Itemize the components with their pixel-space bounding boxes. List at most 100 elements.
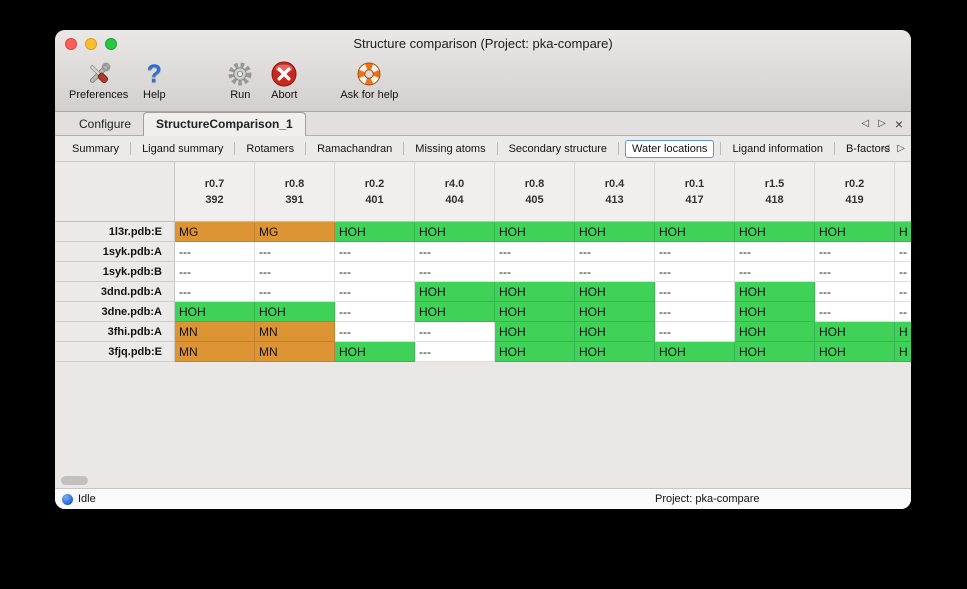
subtab-missing-atoms[interactable]: Missing atoms [415, 142, 486, 155]
column-header-line1: r0.2 [364, 177, 385, 190]
toolbar-button-help[interactable]: ? Help [134, 59, 174, 101]
question-icon: ? [146, 60, 162, 88]
cell: HOH [415, 222, 495, 242]
app-window: Structure comparison (Project: pka-compa… [55, 30, 911, 509]
subtab-ligand-information[interactable]: Ligand information [732, 142, 823, 155]
subtab-summary[interactable]: Summary [72, 142, 120, 155]
cell: --- [335, 322, 415, 342]
subtab-ligand-summary[interactable]: Ligand summary [142, 142, 224, 155]
column-header-line1: r4.0 [444, 177, 465, 190]
subtab-prev-icon[interactable]: ◁ [881, 143, 890, 154]
subtab-bar: Summary Ligand summary Rotamers Ramachandra… [55, 136, 911, 162]
cell: HOH [735, 222, 815, 242]
window-zoom-button[interactable] [105, 38, 117, 50]
toolbar-button-run[interactable]: Run [220, 59, 260, 101]
cell: HOH [415, 302, 495, 322]
cell: HOH [735, 322, 815, 342]
toolbar-button-abort[interactable]: Abort [264, 59, 304, 101]
cell: HOH [495, 282, 575, 302]
column-header-line2: 401 [365, 193, 384, 206]
toolbar-button-label: Help [143, 89, 166, 101]
column-header-line2: 413 [605, 193, 624, 206]
subtab-divider [833, 142, 835, 155]
table-row: 3dne.pdb:A HOH HOH --- HOH HOH HOH --- HOH --- -- [55, 302, 911, 322]
window-minimize-button[interactable] [85, 38, 97, 50]
toolbar-button-label: Abort [271, 89, 298, 101]
cell: HOH [495, 322, 575, 342]
table-row: 3fjq.pdb:E MN MN HOH --- HOH HOH HOH HOH HOH H [55, 342, 911, 362]
column-header: r0.2 401 [335, 162, 415, 222]
subtab-rotamers[interactable]: Rotamers [246, 142, 295, 155]
toolbar-button-label: Preferences [69, 89, 129, 101]
table-row: 3dnd.pdb:A --- --- --- HOH HOH HOH --- HOH --- -- [55, 282, 911, 302]
subtab-controls: ◁ ▷ [882, 136, 905, 161]
cell: --- [175, 282, 255, 302]
cell: HOH [575, 342, 655, 362]
column-header: r1.5 418 [735, 162, 815, 222]
cell: HOH [575, 302, 655, 322]
tab-prev-icon[interactable]: ◁ [861, 118, 870, 129]
table-body: 1l3r.pdb:E MG MG HOH HOH HOH HOH HOH HOH HOH H 1syk… [55, 222, 911, 362]
column-header-line1: r0.1 [684, 177, 705, 190]
subtab-water-locations[interactable]: Water locations [625, 139, 715, 158]
cell: --- [255, 242, 335, 262]
row-label: 1syk.pdb:A [55, 242, 175, 262]
cell: MN [175, 342, 255, 362]
row-label: 1syk.pdb:B [55, 262, 175, 282]
cell: HOH [495, 302, 575, 322]
window-chrome: Structure comparison (Project: pka-compa… [55, 30, 911, 112]
column-header-line1: r1.5 [764, 177, 785, 190]
subtab-list: Summary Ligand summary Rotamers Ramachandra… [67, 139, 895, 158]
subtab-ramachandran[interactable]: Ramachandran [317, 142, 393, 155]
tab-structurecomparison-1[interactable]: StructureComparison_1 [143, 112, 306, 136]
row-label: 3dnd.pdb:A [55, 282, 175, 302]
column-header: r0.8 391 [255, 162, 335, 222]
subtab-divider [496, 142, 498, 155]
tab-next-icon[interactable]: ▷ [878, 118, 886, 129]
tab-configure[interactable]: Configure [79, 117, 132, 131]
column-header-line1: r0.8 [524, 177, 545, 190]
cell: HOH [335, 222, 415, 242]
cell: --- [175, 242, 255, 262]
cell: --- [415, 262, 495, 282]
column-header-line2: 405 [525, 193, 544, 206]
horizontal-scrollbar-thumb[interactable] [61, 476, 88, 485]
tab-controls: ◁ ▷ × [861, 112, 903, 135]
titlebar[interactable]: Structure comparison (Project: pka-compa… [55, 30, 911, 57]
cell: --- [415, 342, 495, 362]
subtab-secondary-structure[interactable]: Secondary structure [508, 142, 608, 155]
cell-partial: H [895, 222, 911, 242]
column-header: r0.4 413 [575, 162, 655, 222]
cell: --- [815, 242, 895, 262]
table-row: 1syk.pdb:A --- --- --- --- --- --- --- --- --- -- [55, 242, 911, 262]
cell: --- [575, 262, 655, 282]
table-corner-cell [55, 162, 175, 222]
cell: HOH [575, 322, 655, 342]
project-label: Project: pka-compare [655, 493, 760, 505]
cell: --- [655, 242, 735, 262]
cell: --- [815, 282, 895, 302]
row-label: 3fjq.pdb:E [55, 342, 175, 362]
toolbar-button-ask-for-help[interactable]: Ask for help [340, 59, 398, 101]
column-header-line2: 391 [285, 193, 304, 206]
cell-partial: H [895, 342, 911, 362]
cell: --- [335, 262, 415, 282]
column-header-line1: r0.4 [604, 177, 625, 190]
cell: MG [255, 222, 335, 242]
cell: HOH [255, 302, 335, 322]
cell: MN [175, 322, 255, 342]
cell: --- [175, 262, 255, 282]
cell: HOH [575, 282, 655, 302]
window-close-button[interactable] [65, 38, 77, 50]
subtab-next-icon[interactable]: ▷ [897, 143, 905, 154]
column-header-line2: 418 [765, 193, 784, 206]
cell: HOH [735, 302, 815, 322]
tab-close-icon[interactable]: × [894, 115, 903, 132]
table-header-row: r0.7 392 r0.8 391 r0.2 401 r4.0 404 r0.8 405 r0.4 4… [55, 162, 911, 222]
status-text: Idle [78, 493, 96, 505]
subtab-b-factors[interactable]: B-factors [845, 142, 890, 155]
toolbar: Preferences? Help Run Abort Ask for help [55, 57, 911, 112]
toolbar-button-preferences[interactable]: Preferences [69, 59, 128, 101]
lifebuoy-icon [350, 59, 388, 89]
tools-icon [80, 59, 118, 89]
